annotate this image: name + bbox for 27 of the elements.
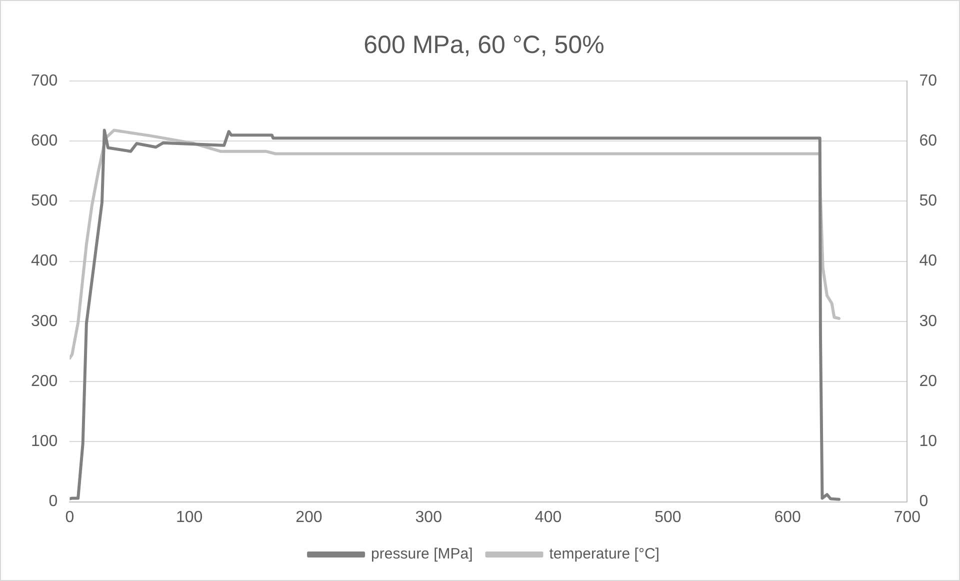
y-tick-label: 700 <box>30 72 58 90</box>
chart-title: 600 MPa, 60 °C, 50% <box>364 30 604 59</box>
y2-tick-label: 60 <box>919 132 938 150</box>
y2-tick-label: 10 <box>919 433 938 450</box>
x-tick-label: 400 <box>534 508 562 526</box>
x-tick-label: 600 <box>774 508 802 526</box>
x-tick-label: 500 <box>654 508 682 526</box>
x-tick-label: 0 <box>65 508 74 526</box>
y-tick-label: 0 <box>48 493 58 510</box>
y2-tick-label: 50 <box>919 192 938 210</box>
y-tick-label: 200 <box>30 372 58 390</box>
y-tick-label: 400 <box>30 252 58 270</box>
y2-tick-label: 70 <box>919 72 938 90</box>
y2-tick-label: 30 <box>919 312 938 330</box>
x-tick-label: 700 <box>894 508 921 526</box>
y-tick-label: 100 <box>30 433 58 450</box>
x-tick-label: 200 <box>296 508 322 526</box>
x-tick-label: 300 <box>415 508 442 526</box>
y2-tick-label: 20 <box>919 372 938 390</box>
y-tick-label: 500 <box>30 192 58 210</box>
y-tick-label: 300 <box>30 312 58 330</box>
legend-label: pressure [MPa] <box>371 546 473 563</box>
legend-label: temperature [°C] <box>549 546 660 563</box>
x-tick-label: 100 <box>176 508 203 526</box>
y2-tick-label: 40 <box>919 252 938 270</box>
y2-tick-label: 0 <box>919 493 928 510</box>
y-tick-label: 600 <box>30 132 58 150</box>
